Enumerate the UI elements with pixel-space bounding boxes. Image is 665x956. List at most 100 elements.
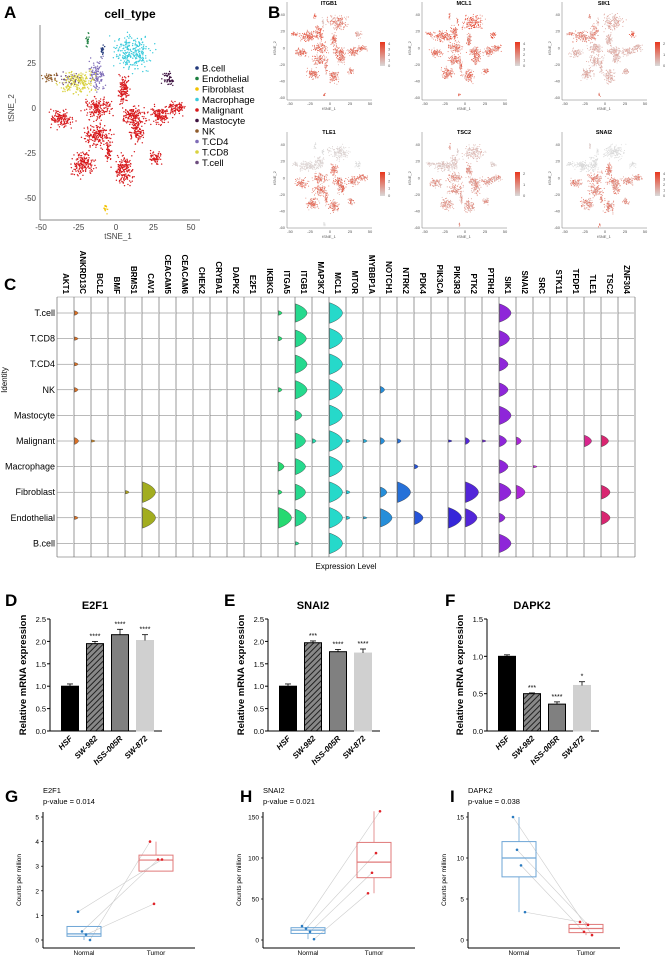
cell-point — [55, 110, 57, 112]
cell-point — [80, 152, 82, 154]
cell-point — [167, 121, 169, 123]
cell-point — [298, 33, 300, 35]
cell-point — [160, 163, 163, 165]
cell-point — [77, 89, 79, 91]
cell-point — [125, 113, 128, 115]
cell-point — [120, 103, 122, 105]
cell-point — [495, 49, 497, 51]
cell-point — [451, 28, 453, 30]
cell-point — [70, 71, 72, 74]
cell-point — [95, 111, 97, 113]
cell-point — [493, 52, 495, 54]
cell-point — [126, 31, 129, 34]
cell-point — [456, 21, 458, 23]
cell-point — [125, 99, 127, 101]
cell-point — [128, 37, 130, 39]
cell-point — [442, 53, 444, 55]
cell-point — [351, 49, 353, 51]
cell-point — [97, 110, 100, 113]
cell-point — [67, 78, 69, 80]
cell-point — [440, 67, 442, 69]
cell-point — [474, 52, 476, 54]
cell-point — [93, 71, 95, 73]
cell-point — [119, 95, 121, 98]
cell-point — [476, 61, 478, 63]
cell-point — [121, 155, 124, 157]
cell-point — [128, 34, 131, 36]
cell-point — [443, 70, 445, 72]
cell-point — [99, 133, 102, 136]
cell-point — [312, 37, 314, 39]
cell-point — [95, 119, 98, 122]
cell-point — [125, 91, 127, 93]
cell-point — [337, 18, 339, 20]
cell-point — [149, 60, 152, 62]
cell-point — [95, 146, 97, 149]
cell-point — [117, 171, 119, 174]
cell-point — [365, 46, 367, 48]
cell-point — [295, 34, 297, 36]
cell-point — [121, 166, 124, 169]
cell-point — [326, 52, 328, 54]
cell-point — [153, 120, 155, 122]
cell-point — [297, 52, 299, 54]
cell-point — [464, 27, 466, 29]
cell-point — [77, 94, 80, 96]
cell-point — [479, 50, 481, 52]
cell-point — [40, 74, 43, 77]
cell-point — [73, 75, 75, 77]
cell-point — [470, 21, 472, 23]
cell-point — [118, 166, 121, 169]
cell-point — [345, 19, 347, 21]
cell-point — [163, 79, 166, 81]
cell-point — [143, 113, 146, 115]
cell-point — [493, 49, 495, 51]
cell-point — [119, 172, 121, 175]
cell-point — [335, 35, 337, 37]
cell-point — [472, 17, 474, 19]
cell-point — [83, 156, 85, 158]
cell-point — [445, 74, 447, 76]
cell-point — [317, 31, 319, 33]
cell-point — [441, 37, 443, 39]
cell-point — [493, 46, 495, 48]
cell-point — [336, 27, 338, 29]
cell-point — [319, 34, 321, 36]
cell-point — [310, 39, 312, 41]
cell-point — [353, 70, 355, 72]
cell-point — [140, 51, 143, 54]
cell-point — [453, 28, 455, 30]
cell-point — [98, 110, 101, 112]
cell-point — [332, 79, 334, 81]
cell-point — [468, 21, 470, 23]
cell-point — [65, 72, 67, 74]
cell-point — [320, 45, 322, 47]
cell-point — [353, 46, 355, 48]
legend-label: T.CD4 — [202, 137, 228, 148]
cell-point — [124, 173, 126, 176]
cell-point — [451, 72, 453, 74]
cell-point — [56, 119, 59, 121]
cell-point — [118, 46, 121, 48]
cell-point — [106, 146, 109, 148]
cell-point — [342, 17, 344, 19]
cell-point — [318, 55, 320, 57]
cell-point — [337, 75, 339, 77]
cell-point — [318, 32, 320, 34]
cell-point — [178, 103, 181, 106]
cell-point — [438, 35, 440, 37]
cell-point — [130, 115, 132, 117]
cell-point — [99, 144, 102, 147]
cell-point — [364, 46, 366, 48]
cell-point — [129, 113, 131, 116]
cell-point — [106, 110, 108, 113]
cell-point — [98, 113, 100, 115]
cell-point — [65, 122, 68, 125]
cell-point — [55, 74, 58, 77]
cell-point — [362, 45, 364, 47]
cell-point — [54, 121, 57, 123]
cell-point — [119, 83, 122, 86]
cell-point — [326, 47, 328, 49]
cell-point — [109, 103, 111, 105]
cell-point — [177, 103, 179, 106]
